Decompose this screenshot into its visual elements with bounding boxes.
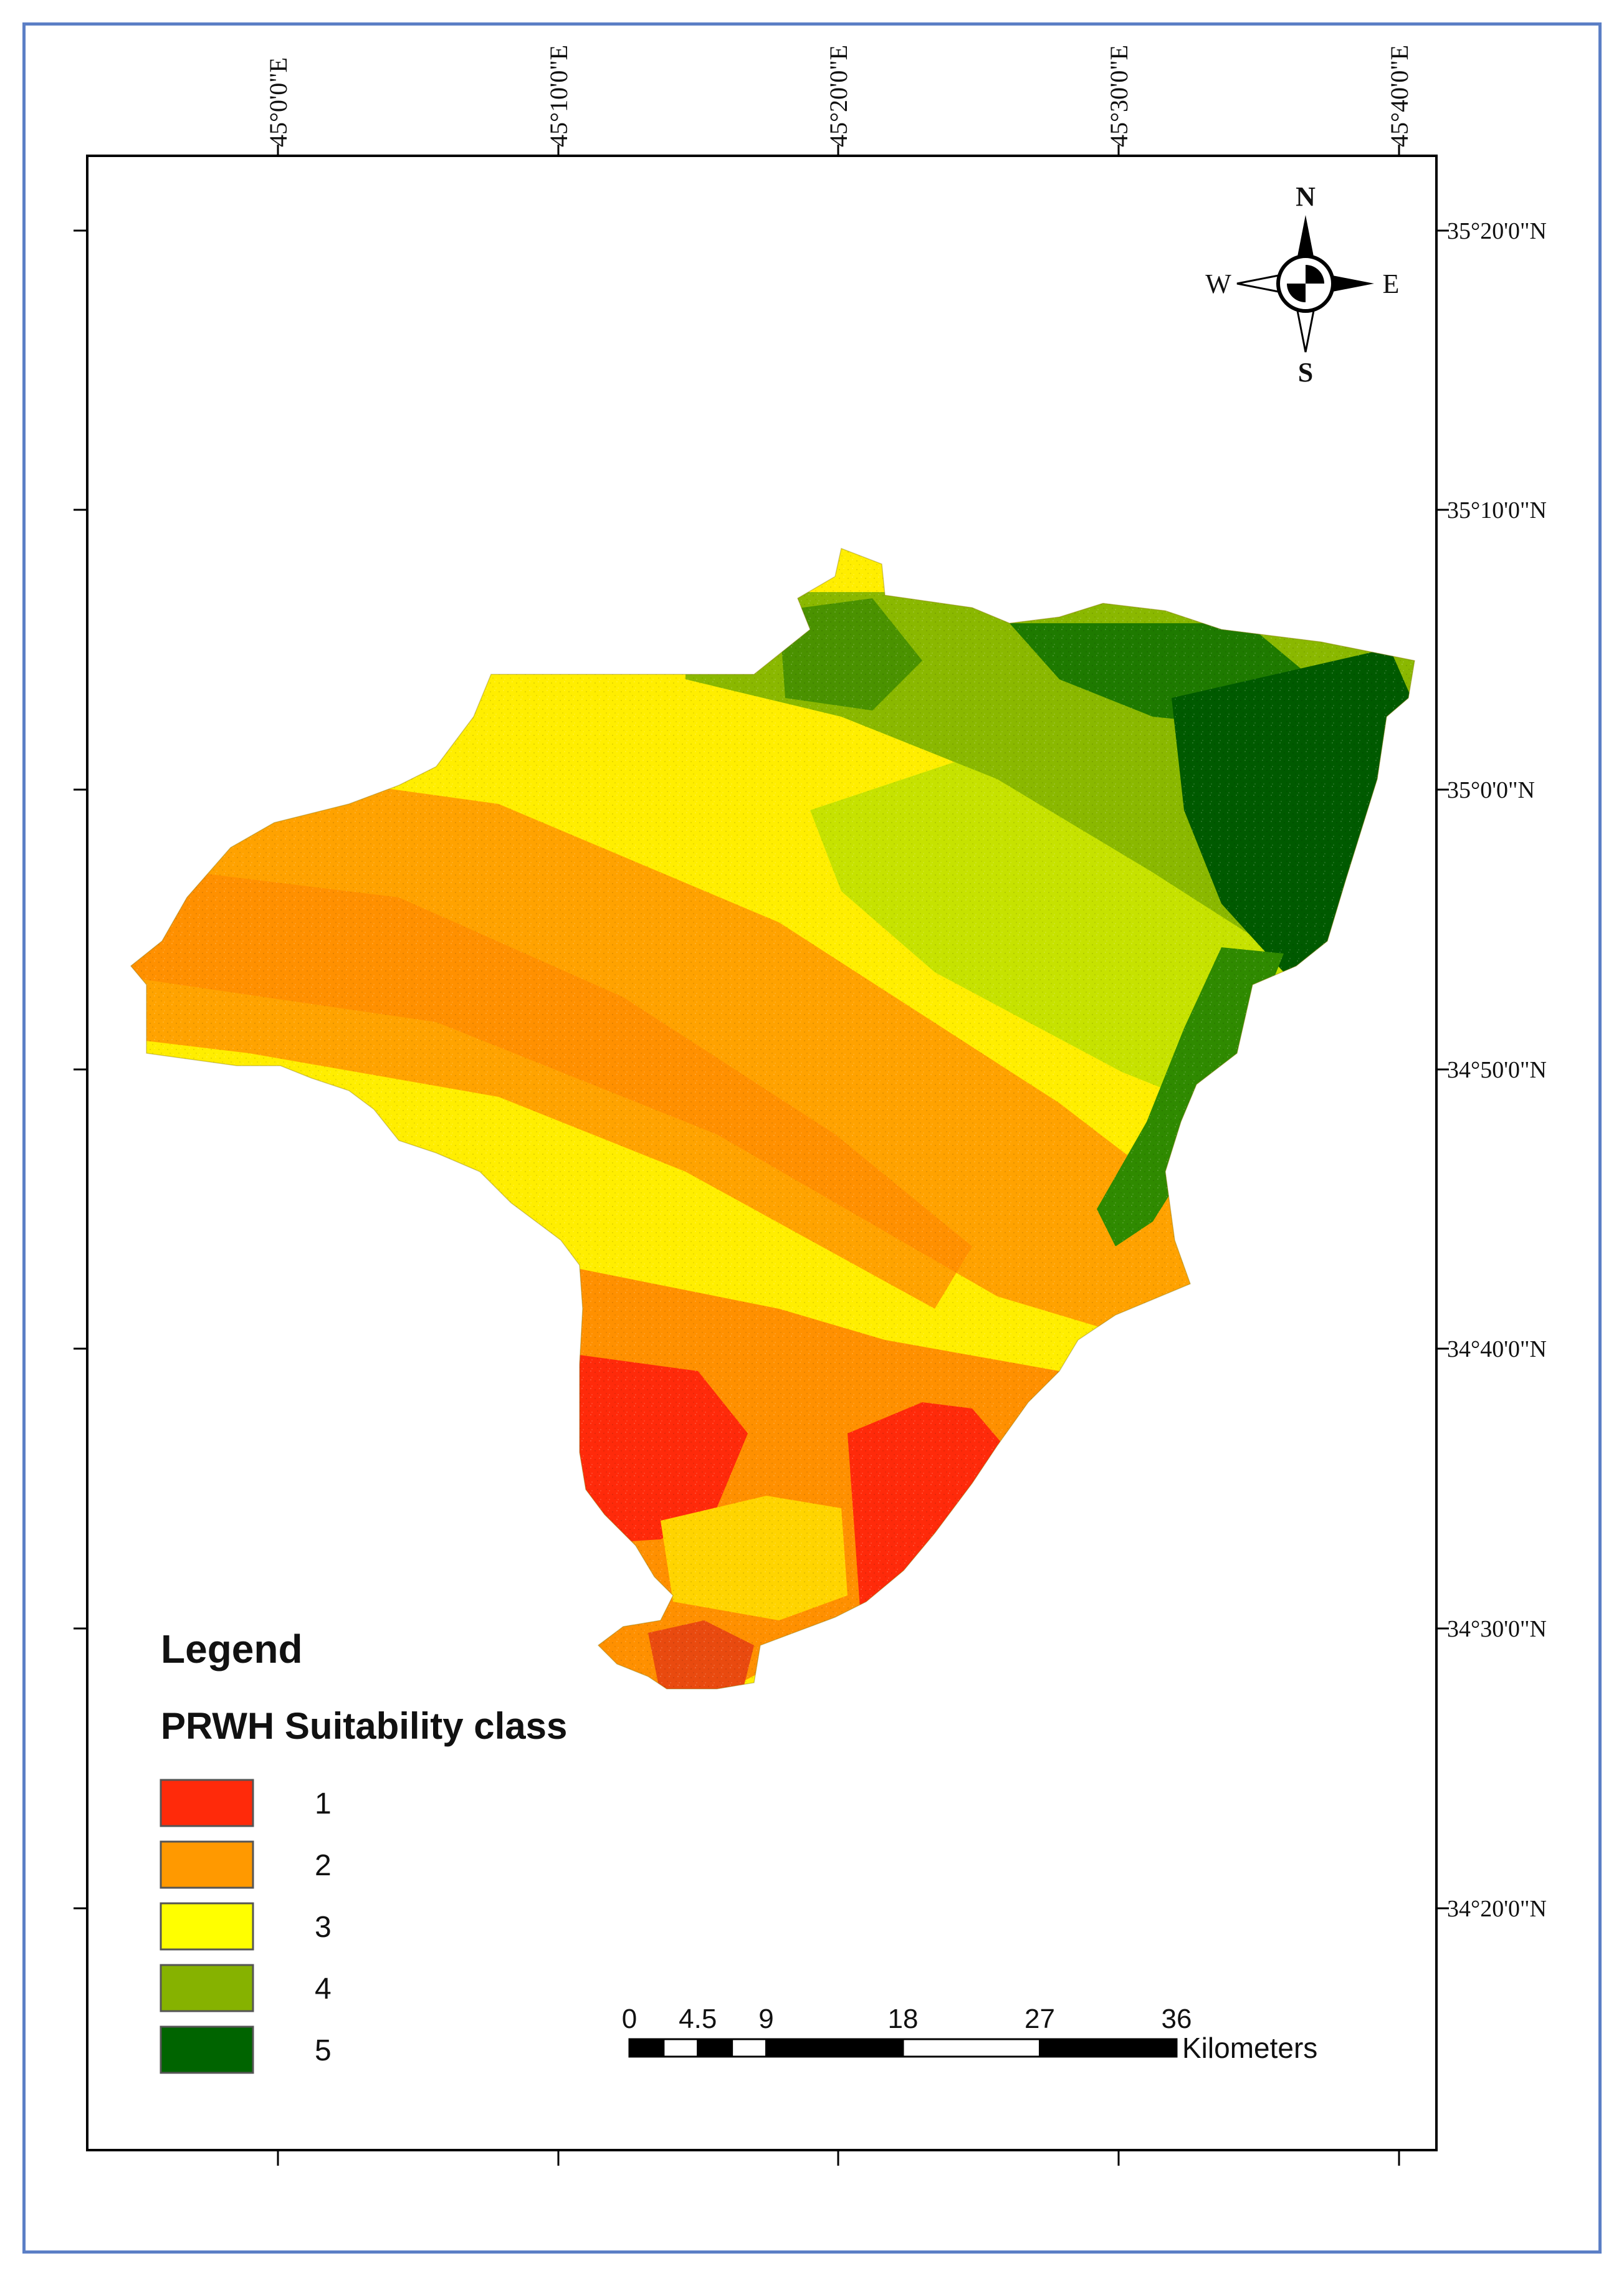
scale-tick-label-3: 9 <box>758 2004 773 2034</box>
longitude-labels: 45°0'0"E 45°10'0"E 45°20'0"E 45°30'0"E 4… <box>264 45 1413 147</box>
scale-tick-label-1: 0 <box>622 2004 637 2034</box>
legend-label-class-3: 3 <box>315 1911 332 1944</box>
lon-label-2: 45°10'0"E <box>545 45 573 147</box>
legend-swatch-class-1 <box>160 1779 254 1827</box>
lat-label-6: 34°30'0"N <box>1447 1616 1547 1642</box>
legend-swatch-class-3 <box>160 1902 254 1951</box>
scale-segment-5 <box>765 2038 904 2058</box>
scale-segment-6 <box>902 2038 1041 2058</box>
legend-label-class-5: 5 <box>315 2034 332 2067</box>
graticule-ticks <box>74 145 1449 2166</box>
lon-label-5: 45°40'0"E <box>1385 45 1413 147</box>
legend-label-class-2: 2 <box>315 1849 332 1882</box>
north-arrow: N S E W <box>1205 181 1399 388</box>
legend-items: 1 2 3 4 5 <box>160 1779 332 2074</box>
compass-label-n: N <box>1296 181 1316 212</box>
lon-label-4: 45°30'0"E <box>1105 45 1133 147</box>
lon-label-3: 45°20'0"E <box>824 45 853 147</box>
legend-swatch-class-5 <box>160 2025 254 2074</box>
legend-label-class-1: 1 <box>315 1787 332 1820</box>
outer-frame <box>22 22 1602 2254</box>
legend-subtitle: PRWH Suitability class <box>161 1705 567 1747</box>
scale-tick-label-6: 36 <box>1162 2004 1192 2034</box>
scale-labels: 0 4.5 9 18 27 36 <box>622 2004 1192 2034</box>
lat-label-1: 35°20'0"N <box>1447 218 1547 244</box>
scale-segment-4 <box>731 2038 767 2058</box>
scale-segments <box>628 2038 1178 2058</box>
lat-label-5: 34°40'0"N <box>1447 1336 1547 1362</box>
lat-label-4: 34°50'0"N <box>1447 1057 1547 1083</box>
compass-label-s: S <box>1298 357 1313 388</box>
legend-title: Legend <box>161 1627 303 1671</box>
compass-label-e: E <box>1383 269 1400 299</box>
lat-label-2: 35°10'0"N <box>1447 497 1547 524</box>
scale-segment-3 <box>697 2038 733 2058</box>
scale-tick-label-5: 27 <box>1025 2004 1055 2034</box>
scale-segment-2 <box>662 2038 699 2058</box>
scale-segment-7 <box>1039 2038 1178 2058</box>
scale-segment-1 <box>628 2038 665 2058</box>
scale-tick-label-4: 18 <box>888 2004 919 2034</box>
legend-swatch-class-2 <box>160 1840 254 1889</box>
compass-label-w: W <box>1205 269 1231 299</box>
scale-tick-label-2: 4.5 <box>679 2004 717 2034</box>
legend-label-class-4: 4 <box>315 1972 332 2006</box>
lat-label-3: 35°0'0"N <box>1447 777 1535 803</box>
scale-unit: Kilometers <box>1182 2032 1317 2064</box>
legend: Legend PRWH Suitability class 1 2 3 4 5 <box>160 1627 567 2074</box>
map-neatline <box>86 155 1438 2151</box>
lon-label-1: 45°0'0"E <box>264 57 292 147</box>
compass-quadrant-ne <box>1306 265 1324 284</box>
scale-bar: 0 4.5 9 18 27 36 Kilometers <box>622 2004 1318 2064</box>
compass-quadrant-sw <box>1287 284 1306 302</box>
latitude-labels: 35°20'0"N 35°10'0"N 35°0'0"N 34°50'0"N 3… <box>1447 218 1547 1922</box>
lat-label-7: 34°20'0"N <box>1447 1896 1547 1922</box>
legend-swatch-class-4 <box>160 1964 254 2012</box>
